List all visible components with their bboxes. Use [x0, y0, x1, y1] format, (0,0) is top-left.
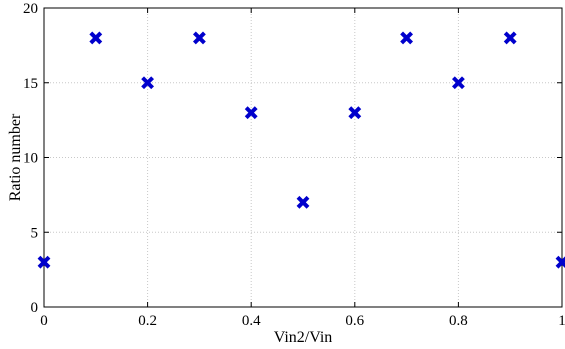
y-tick-label: 10: [23, 151, 38, 167]
x-tick-label: 0.4: [242, 313, 261, 329]
y-tick-label: 5: [31, 225, 39, 241]
x-axis-label: Vin2/Vin: [274, 329, 333, 346]
x-tick-label: 0.2: [138, 313, 157, 329]
x-tick-labels: 0 0.2 0.4 0.6 0.8 1: [40, 313, 565, 329]
data-point: [555, 255, 565, 269]
y-tick-labels: 0 5 10 15 20: [23, 1, 38, 316]
data-point: [503, 31, 517, 45]
data-point: [37, 255, 51, 269]
data-point: [141, 76, 155, 90]
x-tick-label: 0.6: [345, 313, 364, 329]
x-tick-label: 0: [40, 313, 48, 329]
axis-ticks: [43, 7, 563, 308]
data-point: [451, 76, 465, 90]
x-tick-label: 1: [558, 313, 565, 329]
y-tick-label: 0: [31, 300, 39, 316]
data-points: [37, 31, 565, 269]
data-point: [348, 106, 362, 120]
x-tick-label: 0.8: [449, 313, 468, 329]
data-point: [400, 31, 414, 45]
y-axis-label: Ratio number: [7, 113, 24, 201]
y-tick-label: 20: [23, 1, 38, 17]
data-point: [244, 106, 258, 120]
grid-lines: [43, 7, 563, 308]
y-tick-label: 15: [23, 76, 38, 92]
data-point: [89, 31, 103, 45]
data-point: [192, 31, 206, 45]
data-point: [296, 195, 310, 209]
